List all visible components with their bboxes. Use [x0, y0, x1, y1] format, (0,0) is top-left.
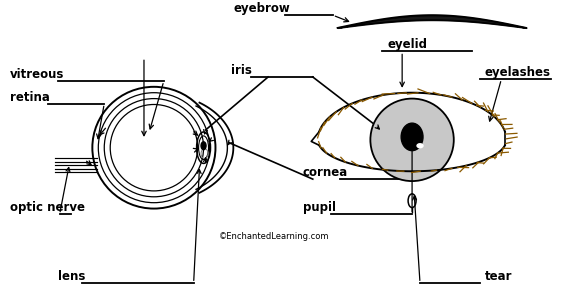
Text: cornea: cornea — [303, 166, 348, 179]
Circle shape — [370, 99, 454, 181]
Text: eyebrow: eyebrow — [233, 2, 290, 15]
Ellipse shape — [417, 144, 423, 148]
Text: pupil: pupil — [303, 201, 336, 214]
Text: tear: tear — [485, 270, 512, 283]
Text: lens: lens — [57, 270, 85, 283]
Polygon shape — [319, 93, 505, 171]
Ellipse shape — [401, 123, 423, 151]
Ellipse shape — [201, 142, 206, 150]
Text: vitreous: vitreous — [10, 68, 64, 81]
Text: retina: retina — [10, 91, 50, 104]
Text: ©EnchantedLearning.com: ©EnchantedLearning.com — [219, 232, 329, 241]
Text: eyelashes: eyelashes — [485, 66, 550, 79]
Text: eyelid: eyelid — [387, 38, 427, 51]
Text: optic nerve: optic nerve — [10, 201, 85, 214]
Text: iris: iris — [231, 64, 252, 77]
